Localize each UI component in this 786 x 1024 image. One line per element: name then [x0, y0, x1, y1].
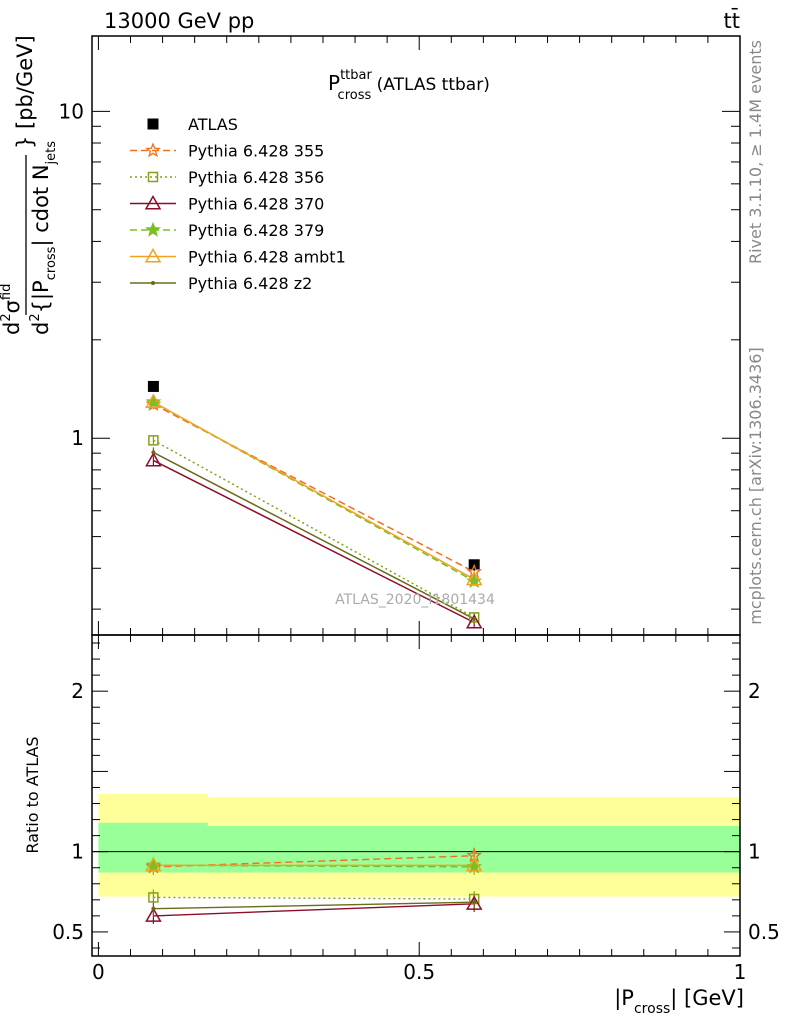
main-series-lines — [152, 381, 475, 628]
legend-marker-atlas — [147, 118, 159, 130]
ratio-panel-frame — [91, 634, 741, 957]
ratio-point-pythia-6-428-379 — [145, 857, 162, 873]
legend-label-pythia-6-428-370: Pythia 6.428 370 — [188, 195, 324, 214]
svg-text:d2{|Pcross| cdot Njets: d2{|Pcross| cdot Njets — [28, 141, 59, 335]
ratio-point-pythia-6-428-z2 — [151, 906, 156, 911]
main-y-axis-label: d2σfid d2{|Pcross| cdot Njets } [pb/GeV] — [0, 35, 59, 335]
main-y-tick-label: 1 — [71, 426, 84, 450]
ratio-point-pythia-6-428-356 — [148, 892, 159, 903]
ratio-point-pythia-6-428-ambt1 — [465, 856, 483, 872]
legend-marker-pythia-6-428-z2 — [151, 281, 155, 285]
series-line-pythia-6-428-370 — [153, 459, 475, 624]
analysis-watermark: ATLAS_2020_I1801434 — [335, 592, 495, 608]
ratio-y-tick-label-right: 1 — [748, 840, 761, 864]
rivet-version-label: Rivet 3.1.10, ≥ 1.4M events — [746, 40, 765, 264]
ratio-y-axis-label: Ratio to ATLAS — [23, 736, 42, 853]
svg-text:d2σfid: d2σfid — [0, 284, 24, 335]
plot-title: Pttbar cross (ATLAS ttbar) — [328, 68, 490, 103]
legend-label-pythia-6-428-356: Pythia 6.428 356 — [188, 168, 324, 187]
ratio-y-tick-label: 0.5 — [52, 920, 84, 944]
legend-marker-pythia-6-428-355 — [145, 142, 161, 158]
legend-label-pythia-6-428-z2: Pythia 6.428 z2 — [188, 274, 312, 293]
legend-label-atlas: ATLAS — [188, 115, 238, 134]
mcplots-label: mcplots.cern.ch [arXiv:1306.3436] — [746, 347, 765, 624]
data-point-pythia-6-428-379 — [145, 393, 162, 409]
legend-label-pythia-6-428-ambt1: Pythia 6.428 ambt1 — [188, 248, 346, 267]
ratio-x-ticks: 0 0.5 1 — [92, 635, 746, 984]
ratio-y-ticks: 0.5 0.5 1 1 2 2 — [52, 642, 780, 949]
ratio-point-pythia-6-428-370 — [465, 895, 483, 910]
main-series-markers — [145, 380, 483, 629]
legend-marker-pythia-6-428-ambt1 — [144, 247, 162, 263]
ratio-y-tick-label: 2 — [71, 679, 84, 703]
legend-label-pythia-6-428-355: Pythia 6.428 355 — [188, 142, 324, 161]
data-point-pythia-6-428-370 — [145, 451, 162, 467]
ratio-point-pythia-6-428-370 — [145, 907, 162, 922]
x-axis-label: |Pcross| [GeV] — [614, 986, 744, 1017]
ratio-line-pythia-6-428-355 — [153, 855, 475, 868]
header-energy: 13000 GeV pp — [104, 9, 254, 33]
data-point-atlas — [147, 380, 159, 392]
legend-marker-pythia-6-428-370 — [144, 194, 162, 210]
data-point-pythia-6-428-z2 — [472, 616, 477, 621]
main-y-ticks: 1 10 — [59, 99, 740, 610]
main-y-tick-label: 10 — [59, 99, 84, 123]
series-line-pythia-6-428-356 — [153, 439, 475, 619]
ratio-line-pythia-6-428-356 — [153, 896, 475, 900]
data-point-pythia-6-428-356 — [468, 612, 480, 623]
ratio-line-pythia-6-428-379 — [153, 864, 475, 868]
data-point-pythia-6-428-370 — [465, 613, 483, 629]
ratio-point-pythia-6-428-z2 — [472, 900, 477, 905]
data-point-pythia-6-428-ambt1 — [465, 570, 483, 586]
ratio-line-pythia-6-428-z2 — [153, 901, 475, 910]
ratio-bands — [98, 793, 740, 897]
ratio-line-pythia-6-428-370 — [153, 903, 475, 917]
ratio-y-tick-label: 1 — [71, 840, 84, 864]
series-line-pythia-6-428-z2 — [153, 451, 475, 620]
legend-label-pythia-6-428-379: Pythia 6.428 379 — [188, 221, 324, 240]
legend: ATLAS Pythia 6.428 355 Pythia 6.428 356 Pyt… — [130, 115, 346, 293]
legend-marker-pythia-6-428-379 — [145, 221, 161, 237]
series-line-pythia-6-428-ambt1 — [153, 401, 475, 580]
x-tick-label: 1 — [734, 960, 747, 984]
data-point-pythia-6-428-ambt1 — [145, 393, 162, 409]
main-x-ticks — [97, 36, 741, 635]
ratio-y-tick-label-right: 2 — [748, 679, 761, 703]
x-tick-label: 0.5 — [403, 960, 435, 984]
ratio-point-pythia-6-428-379 — [466, 858, 483, 874]
ratio-y-tick-label-right: 0.5 — [748, 920, 780, 944]
data-point-pythia-6-428-356 — [148, 435, 159, 446]
ratio-series-markers — [145, 847, 483, 922]
svg-text:} [pb/GeV]: } [pb/GeV] — [13, 35, 37, 149]
header-process: tt̄ — [724, 8, 740, 33]
ratio-point-pythia-6-428-ambt1 — [145, 856, 162, 872]
data-point-pythia-6-428-z2 — [151, 450, 156, 455]
legend-marker-pythia-6-428-356 — [147, 171, 159, 183]
x-tick-label: 0 — [92, 960, 105, 984]
